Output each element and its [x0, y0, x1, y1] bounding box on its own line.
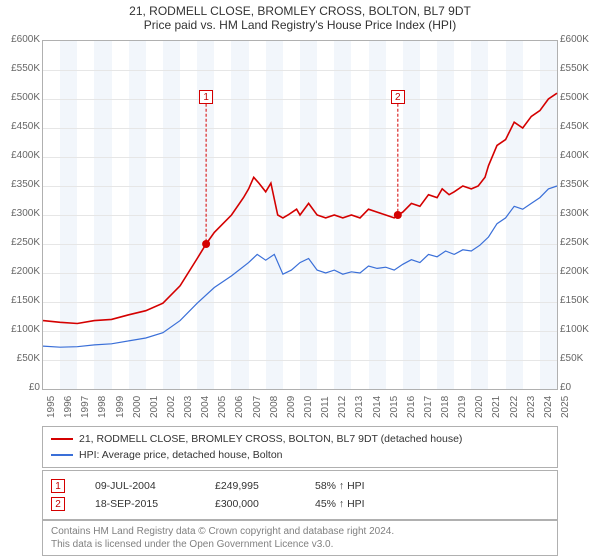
- sale-delta: 58% ↑ HPI: [315, 480, 405, 492]
- chart-plot-area: 12: [42, 40, 558, 390]
- footer-line-2: This data is licensed under the Open Gov…: [51, 538, 549, 551]
- x-tick-label: 2009: [286, 396, 297, 418]
- y-tick-label-right: £100K: [560, 324, 598, 335]
- x-tick-label: 2013: [354, 396, 365, 418]
- title-block: 21, RODMELL CLOSE, BROMLEY CROSS, BOLTON…: [0, 0, 600, 32]
- x-tick-label: 2016: [406, 396, 417, 418]
- x-tick-label: 1997: [80, 396, 91, 418]
- legend-swatch: [51, 438, 73, 440]
- x-tick-label: 2011: [320, 396, 331, 418]
- y-tick-label-right: £200K: [560, 266, 598, 277]
- sale-date: 09-JUL-2004: [95, 480, 185, 492]
- x-tick-label: 2024: [543, 396, 554, 418]
- legend-label: HPI: Average price, detached house, Bolt…: [79, 449, 283, 461]
- sale-marker-dot: [394, 211, 402, 219]
- y-tick-label-left: £0: [2, 382, 40, 393]
- x-tick-label: 2015: [389, 396, 400, 418]
- y-tick-label-right: £50K: [560, 353, 598, 364]
- x-tick-label: 2010: [303, 396, 314, 418]
- y-tick-label-left: £600K: [2, 34, 40, 45]
- x-tick-label: 2008: [269, 396, 280, 418]
- sales-box: 1 09-JUL-2004 £249,995 58% ↑ HPI 2 18-SEP-201…: [42, 470, 558, 520]
- sale-date: 18-SEP-2015: [95, 498, 185, 510]
- y-tick-label-right: £0: [560, 382, 598, 393]
- sale-index-box: 2: [51, 497, 65, 511]
- y-tick-label-right: £400K: [560, 150, 598, 161]
- chart-container: 21, RODMELL CLOSE, BROMLEY CROSS, BOLTON…: [0, 0, 600, 560]
- legend-row: HPI: Average price, detached house, Bolt…: [51, 447, 549, 463]
- y-tick-label-right: £450K: [560, 121, 598, 132]
- x-tick-label: 1998: [97, 396, 108, 418]
- x-tick-label: 1996: [63, 396, 74, 418]
- x-tick-label: 2017: [423, 396, 434, 418]
- x-tick-label: 2002: [166, 396, 177, 418]
- y-tick-label-left: £350K: [2, 179, 40, 190]
- sale-marker-box: 1: [199, 90, 213, 104]
- footer-line-1: Contains HM Land Registry data © Crown c…: [51, 525, 549, 538]
- y-tick-label-left: £400K: [2, 150, 40, 161]
- y-tick-label-right: £350K: [560, 179, 598, 190]
- sale-index-box: 1: [51, 479, 65, 493]
- x-tick-label: 2023: [526, 396, 537, 418]
- y-tick-label-right: £150K: [560, 295, 598, 306]
- x-tick-label: 2025: [560, 396, 571, 418]
- legend-box: 21, RODMELL CLOSE, BROMLEY CROSS, BOLTON…: [42, 426, 558, 468]
- y-tick-label-left: £200K: [2, 266, 40, 277]
- x-tick-label: 2003: [183, 396, 194, 418]
- x-tick-label: 2000: [132, 396, 143, 418]
- chart-svg: [43, 41, 557, 389]
- footer-box: Contains HM Land Registry data © Crown c…: [42, 520, 558, 556]
- x-tick-label: 1999: [115, 396, 126, 418]
- sale-row: 2 18-SEP-2015 £300,000 45% ↑ HPI: [51, 495, 549, 513]
- x-tick-label: 2005: [217, 396, 228, 418]
- x-tick-label: 2019: [457, 396, 468, 418]
- legend-swatch: [51, 454, 73, 456]
- y-tick-label-left: £100K: [2, 324, 40, 335]
- y-tick-label-left: £150K: [2, 295, 40, 306]
- sale-row: 1 09-JUL-2004 £249,995 58% ↑ HPI: [51, 477, 549, 495]
- sale-price: £249,995: [215, 480, 285, 492]
- y-tick-label-right: £550K: [560, 63, 598, 74]
- legend-label: 21, RODMELL CLOSE, BROMLEY CROSS, BOLTON…: [79, 433, 462, 445]
- y-tick-label-left: £500K: [2, 92, 40, 103]
- y-tick-label-left: £50K: [2, 353, 40, 364]
- x-tick-label: 2012: [337, 396, 348, 418]
- title-main: 21, RODMELL CLOSE, BROMLEY CROSS, BOLTON…: [0, 4, 600, 18]
- x-tick-label: 2004: [200, 396, 211, 418]
- y-tick-label-left: £450K: [2, 121, 40, 132]
- legend-row: 21, RODMELL CLOSE, BROMLEY CROSS, BOLTON…: [51, 431, 549, 447]
- sale-marker-dot: [202, 240, 210, 248]
- series-line-property: [43, 93, 557, 323]
- y-tick-label-left: £300K: [2, 208, 40, 219]
- sale-marker-box: 2: [391, 90, 405, 104]
- x-tick-label: 2018: [440, 396, 451, 418]
- x-tick-label: 2014: [372, 396, 383, 418]
- x-tick-label: 2001: [149, 396, 160, 418]
- sale-price: £300,000: [215, 498, 285, 510]
- y-tick-label-left: £250K: [2, 237, 40, 248]
- title-sub: Price paid vs. HM Land Registry's House …: [0, 18, 600, 32]
- x-tick-label: 2022: [509, 396, 520, 418]
- x-tick-label: 2021: [491, 396, 502, 418]
- sale-delta: 45% ↑ HPI: [315, 498, 405, 510]
- y-tick-label-right: £500K: [560, 92, 598, 103]
- x-tick-label: 1995: [46, 396, 57, 418]
- y-tick-label-right: £600K: [560, 34, 598, 45]
- y-tick-label-right: £300K: [560, 208, 598, 219]
- y-tick-label-right: £250K: [560, 237, 598, 248]
- y-tick-label-left: £550K: [2, 63, 40, 74]
- series-line-hpi: [43, 186, 557, 347]
- x-tick-label: 2006: [234, 396, 245, 418]
- x-tick-label: 2020: [474, 396, 485, 418]
- x-tick-label: 2007: [252, 396, 263, 418]
